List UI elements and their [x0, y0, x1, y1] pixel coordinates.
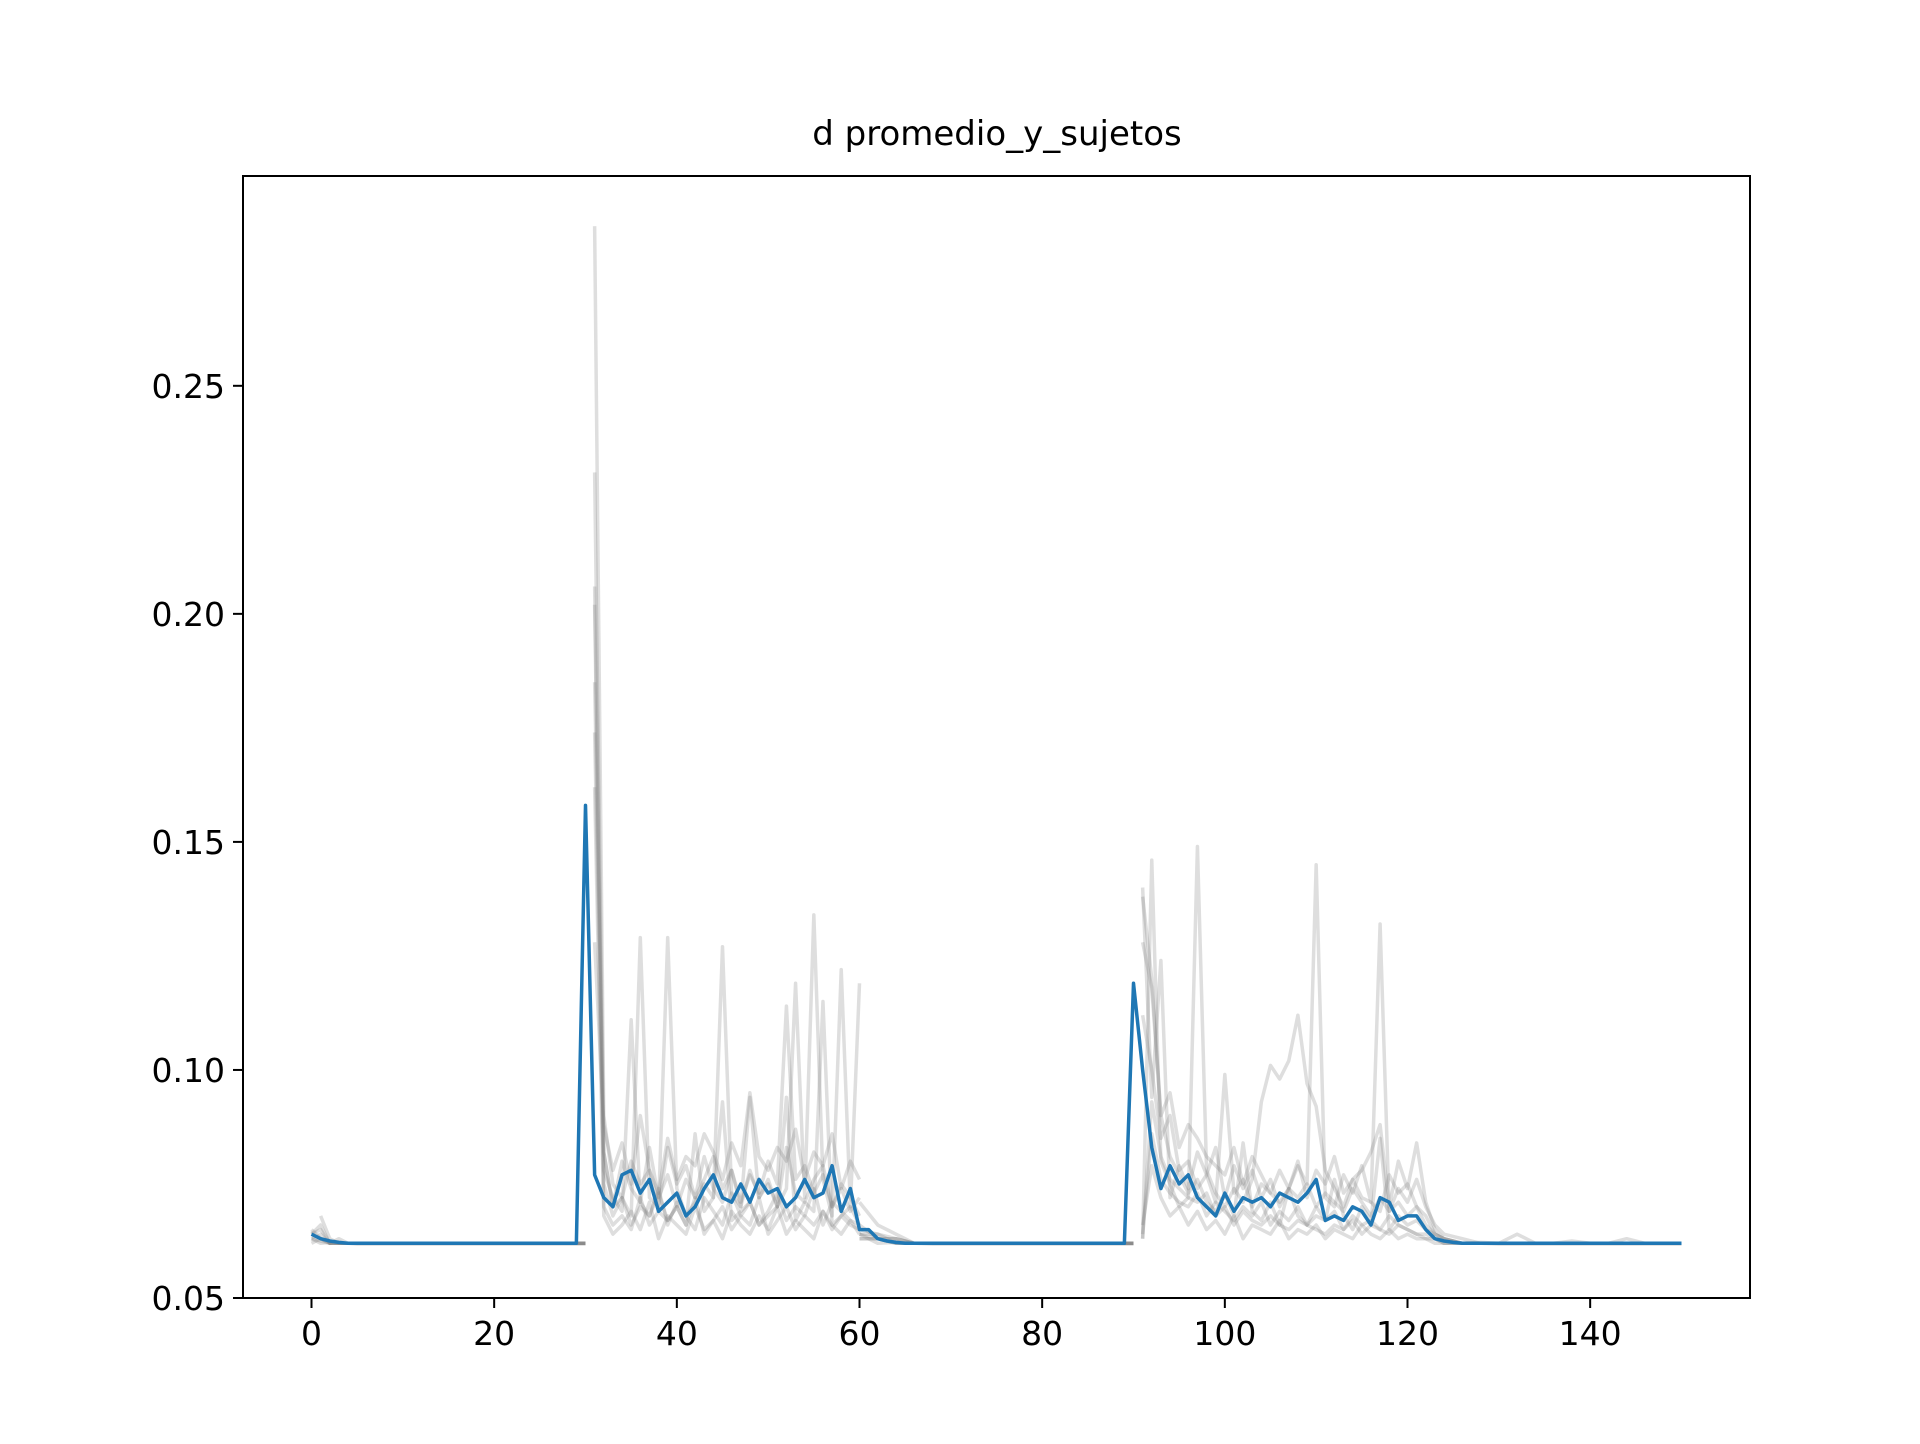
subject-line-1-segment-2 — [592, 226, 862, 1217]
x-tick-label-40: 40 — [656, 1314, 698, 1353]
subject-line-5-segment-2 — [592, 682, 861, 1214]
subject-line-4-segment-2 — [592, 604, 861, 1236]
plot-frame — [242, 175, 1751, 1299]
x-tick-label-140: 140 — [1559, 1314, 1622, 1353]
x-tick-label-0: 0 — [301, 1314, 322, 1353]
subject-line-2-segment-2 — [592, 472, 862, 1218]
subject-line-3-segment-2 — [592, 586, 862, 1227]
x-tick-label-60: 60 — [839, 1314, 881, 1353]
x-tick-label-20: 20 — [473, 1314, 515, 1353]
x-tick-label-100: 100 — [1193, 1314, 1256, 1353]
x-tick-label-120: 120 — [1376, 1314, 1439, 1353]
subject-line-6-segment-2 — [592, 787, 861, 1241]
mean-line — [310, 803, 1682, 1246]
y-tick-label-0.20: 0.20 — [152, 595, 225, 634]
chart-title: d promedio_y_sujetos — [812, 114, 1181, 154]
mean-line-group — [310, 803, 1682, 1246]
subject-line-8-segment-2 — [592, 732, 861, 1232]
x-tick-label-80: 80 — [1021, 1314, 1063, 1353]
subject-line-7-segment-2 — [592, 942, 862, 1195]
y-tick-label-0.15: 0.15 — [152, 823, 225, 862]
x-axis: 0 20 40 60 80 100 120 140 — [301, 1298, 1622, 1353]
y-axis: 0.05 0.10 0.15 0.20 0.25 — [152, 367, 243, 1318]
y-tick-label-0.10: 0.10 — [152, 1051, 225, 1090]
y-tick-label-0.25: 0.25 — [152, 367, 225, 406]
y-tick-label-0.05: 0.05 — [152, 1279, 225, 1318]
